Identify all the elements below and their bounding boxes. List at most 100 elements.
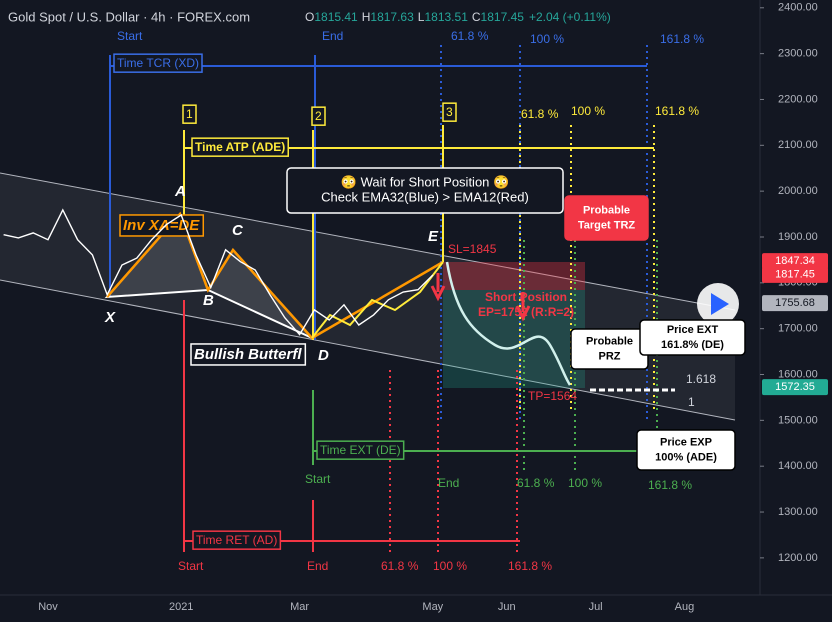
- annotation: Start: [305, 472, 331, 486]
- annotation-label: SL=1845: [448, 242, 497, 256]
- annotation: 1.618: [686, 372, 716, 386]
- annotation: Start: [178, 559, 204, 573]
- time-lines: [109, 45, 658, 555]
- callout: Probable Target TRZ: [564, 195, 649, 241]
- annotation-label: TP=1564: [528, 389, 577, 403]
- annotation: Bullish Butterfl: [190, 343, 307, 366]
- annotation: D: [318, 347, 329, 364]
- annotation: End: [438, 476, 459, 490]
- annotation-label: Time ATP (ADE): [195, 140, 285, 154]
- annotation: Time ATP (ADE): [191, 137, 289, 157]
- annotation: Time TCR (XD): [113, 53, 203, 73]
- annotation-box: [191, 137, 289, 157]
- annotation: 1: [688, 395, 695, 409]
- y-tick-label: 2400.00: [778, 2, 818, 14]
- annotation: 100 %: [530, 32, 564, 46]
- price-tag-label: 1755.68: [775, 297, 815, 309]
- projected-path: [445, 261, 572, 386]
- annotation-label: Start: [305, 472, 331, 486]
- x-tick-label: 2021: [169, 601, 193, 613]
- annotation: SL=1845: [448, 242, 497, 256]
- price-tag: [762, 253, 828, 270]
- annotation-label: End: [307, 559, 328, 573]
- annotation: End: [322, 29, 343, 43]
- annotation: 161.8 %: [648, 478, 692, 492]
- x-tick-label: Nov: [38, 601, 58, 613]
- annotation: 1: [182, 104, 197, 124]
- y-tick-label: 1700.00: [778, 323, 818, 335]
- callout-line: Price EXP: [660, 436, 712, 448]
- callout-line: Target TRZ: [578, 219, 636, 231]
- annotation: 161.8 %: [655, 104, 699, 118]
- annotation-label: 161.8 %: [508, 559, 552, 573]
- y-tick-label: 1300.00: [778, 506, 818, 518]
- annotation-label: C: [232, 222, 244, 239]
- annotation-label: X: [104, 309, 116, 326]
- callout-line: Price EXT: [667, 324, 719, 336]
- annotation: 100 %: [433, 559, 467, 573]
- ohlc-item: 1817.45: [481, 10, 525, 24]
- callout-box: [636, 429, 736, 471]
- projection-leg: [311, 261, 444, 339]
- callout-line: Probable: [583, 204, 630, 216]
- annotation: Inv XA=DE: [119, 214, 205, 237]
- annotation: 2: [311, 106, 326, 126]
- y-tick-label: 2000.00: [778, 185, 818, 197]
- ohlc-item: 1815.41: [314, 10, 358, 24]
- ohlc-item: +2.04 (+0.11%): [529, 10, 611, 24]
- chart-title: Gold Spot / U.S. Dollar · 4h · FOREX.com: [8, 9, 250, 24]
- annotation-label: Inv XA=DE: [123, 217, 200, 234]
- callout-line: 161.8% (DE): [661, 339, 724, 351]
- y-tick-label: 1500.00: [778, 414, 818, 426]
- callout: Probable PRZ: [570, 328, 649, 370]
- annotation-label: EP=1752 (R:R=2): [478, 305, 574, 319]
- callout-line: 😳 Wait for Short Position 😳: [341, 174, 509, 189]
- annotation: Short Position: [485, 290, 567, 304]
- price-tag: [762, 266, 828, 283]
- y-tick-label: 2200.00: [778, 93, 818, 105]
- annotation: 61.8 %: [451, 29, 489, 43]
- annotation-label: A: [174, 183, 186, 200]
- annotation-label: Bullish Butterfl: [194, 346, 302, 363]
- price-tag: [762, 295, 828, 312]
- x-tick-label: Jun: [498, 601, 516, 613]
- annotation-box: [316, 440, 405, 460]
- annotation: Time RET (AD): [192, 530, 282, 550]
- ohlc-item: 1813.51: [424, 10, 468, 24]
- price-tag-label: 1817.45: [775, 269, 815, 281]
- ohlc-item: L: [418, 10, 425, 24]
- annotation-label: 1: [688, 395, 695, 409]
- ohlc-item: 1817.63: [370, 10, 414, 24]
- y-tick-label: 1600.00: [778, 368, 818, 380]
- price-tag-label: 1847.34: [775, 255, 815, 267]
- price-tag: [762, 379, 828, 396]
- annotation: X: [104, 309, 116, 326]
- annotation: 3: [442, 102, 457, 122]
- annotation: 100 %: [571, 104, 605, 118]
- target-zone: [443, 290, 585, 388]
- annotation: 100 %: [568, 476, 602, 490]
- annotation-box: [190, 343, 307, 366]
- annotation-box: [311, 106, 326, 126]
- annotation-label: 1: [186, 107, 193, 121]
- annotation-label: 61.8 %: [381, 559, 419, 573]
- callout: Price EXT 161.8% (DE): [639, 319, 746, 356]
- x-tick-label: Mar: [290, 601, 309, 613]
- annotation-box: [442, 102, 457, 122]
- callout-line: 100% (ADE): [655, 451, 717, 463]
- annotation-label: 61.8 %: [521, 107, 559, 121]
- annotation-box: [192, 530, 282, 550]
- annotation: C: [232, 222, 244, 239]
- y-tick-label: 2300.00: [778, 48, 818, 60]
- annotation: 161.8 %: [508, 559, 552, 573]
- callout-box: [564, 195, 649, 241]
- y-tick-label: 1200.00: [778, 552, 818, 564]
- stop-zone: [443, 262, 585, 290]
- annotation-label: B: [203, 292, 214, 309]
- ohlc: O1815.41 H1817.63 L1813.51 C1817.45 +2.04 (+…: [305, 10, 611, 24]
- play-icon: [711, 293, 729, 315]
- annotation-label: 61.8 %: [517, 476, 555, 490]
- ohlc-item: H: [362, 10, 371, 24]
- annotation-label: 100 %: [571, 104, 605, 118]
